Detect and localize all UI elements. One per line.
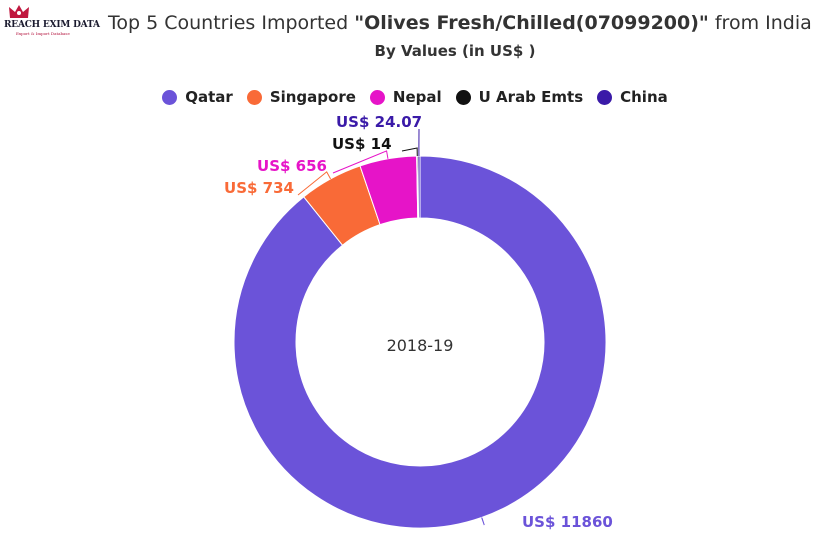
leaders-group: [297, 128, 485, 526]
legend-item-china[interactable]: China: [597, 88, 668, 106]
leader-line: [332, 150, 389, 174]
legend-swatch: [162, 89, 178, 105]
data-label-u-arab-emts: US$ 14: [332, 135, 392, 153]
logo-name: REACH EXIM DATA: [4, 20, 100, 30]
chart-title: Top 5 Countries Imported "Olives Fresh/C…: [108, 12, 812, 34]
data-label-singapore: US$ 734: [224, 179, 294, 197]
legend-swatch: [369, 89, 385, 105]
slice-qatar[interactable]: [233, 155, 607, 529]
data-label-china: US$ 24.07: [336, 113, 422, 131]
crown-icon: [9, 5, 29, 18]
chart-legend: Qatar Singapore Nepal U Arab Emts China: [0, 88, 815, 106]
legend-item-nepal[interactable]: Nepal: [369, 88, 442, 106]
legend-item-u-arab-emts[interactable]: U Arab Emts: [455, 88, 584, 106]
title-suffix: from India: [708, 12, 812, 34]
leader-line: [297, 171, 331, 196]
labels-group: US$ 11860 US$ 734 US$ 656 US$ 14 US$ 24.07: [224, 113, 613, 531]
slices-group: [233, 155, 607, 529]
leader-line: [481, 517, 485, 526]
legend-label: China: [620, 88, 668, 106]
slice-china[interactable]: [417, 155, 421, 219]
data-label-qatar: US$ 11860: [522, 513, 613, 531]
legend-label: U Arab Emts: [478, 88, 584, 106]
leader-line: [401, 147, 418, 157]
title-prefix: Top 5 Countries Imported: [108, 12, 355, 34]
legend-item-qatar[interactable]: Qatar: [162, 88, 233, 106]
legend-label: Qatar: [185, 88, 233, 106]
center-label: 2018-19: [387, 336, 454, 355]
chart-subtitle: By Values (in US$ ): [374, 42, 536, 60]
legend-swatch: [455, 89, 471, 105]
logo-tagline: Export & Import Database: [16, 31, 70, 36]
brand-logo: REACH EXIM DATA Export & Import Database: [4, 4, 104, 38]
title-product: "Olives Fresh/Chilled(07099200)": [354, 12, 709, 34]
data-label-nepal: US$ 656: [257, 157, 327, 175]
legend-label: Singapore: [269, 88, 356, 106]
legend-label: Nepal: [392, 88, 442, 106]
legend-swatch: [597, 89, 613, 105]
legend-swatch: [246, 89, 262, 105]
legend-item-singapore[interactable]: Singapore: [246, 88, 356, 106]
